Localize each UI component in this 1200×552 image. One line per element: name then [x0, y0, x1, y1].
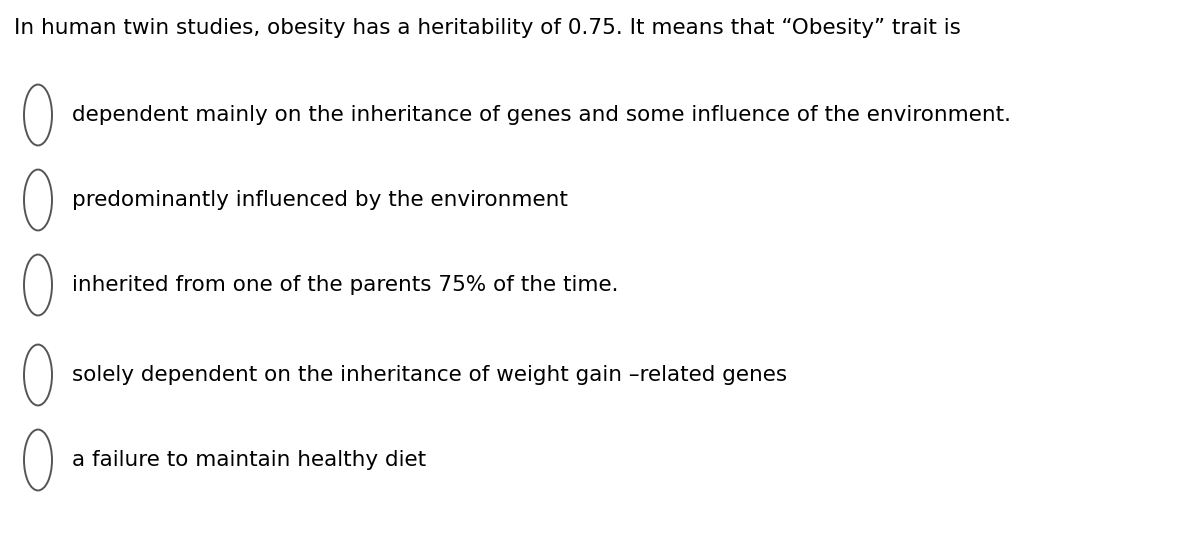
Text: dependent mainly on the inheritance of genes and some influence of the environme: dependent mainly on the inheritance of g… [72, 105, 1010, 125]
Text: a failure to maintain healthy diet: a failure to maintain healthy diet [72, 450, 426, 470]
Ellipse shape [24, 429, 52, 490]
Text: solely dependent on the inheritance of weight gain –related genes: solely dependent on the inheritance of w… [72, 365, 787, 385]
Ellipse shape [24, 344, 52, 405]
Ellipse shape [24, 84, 52, 145]
Text: predominantly influenced by the environment: predominantly influenced by the environm… [72, 190, 568, 210]
Ellipse shape [24, 254, 52, 315]
Text: inherited from one of the parents 75% of the time.: inherited from one of the parents 75% of… [72, 275, 618, 295]
Text: In human twin studies, obesity has a heritability of 0.75. It means that “Obesit: In human twin studies, obesity has a her… [14, 18, 961, 38]
Ellipse shape [24, 169, 52, 230]
